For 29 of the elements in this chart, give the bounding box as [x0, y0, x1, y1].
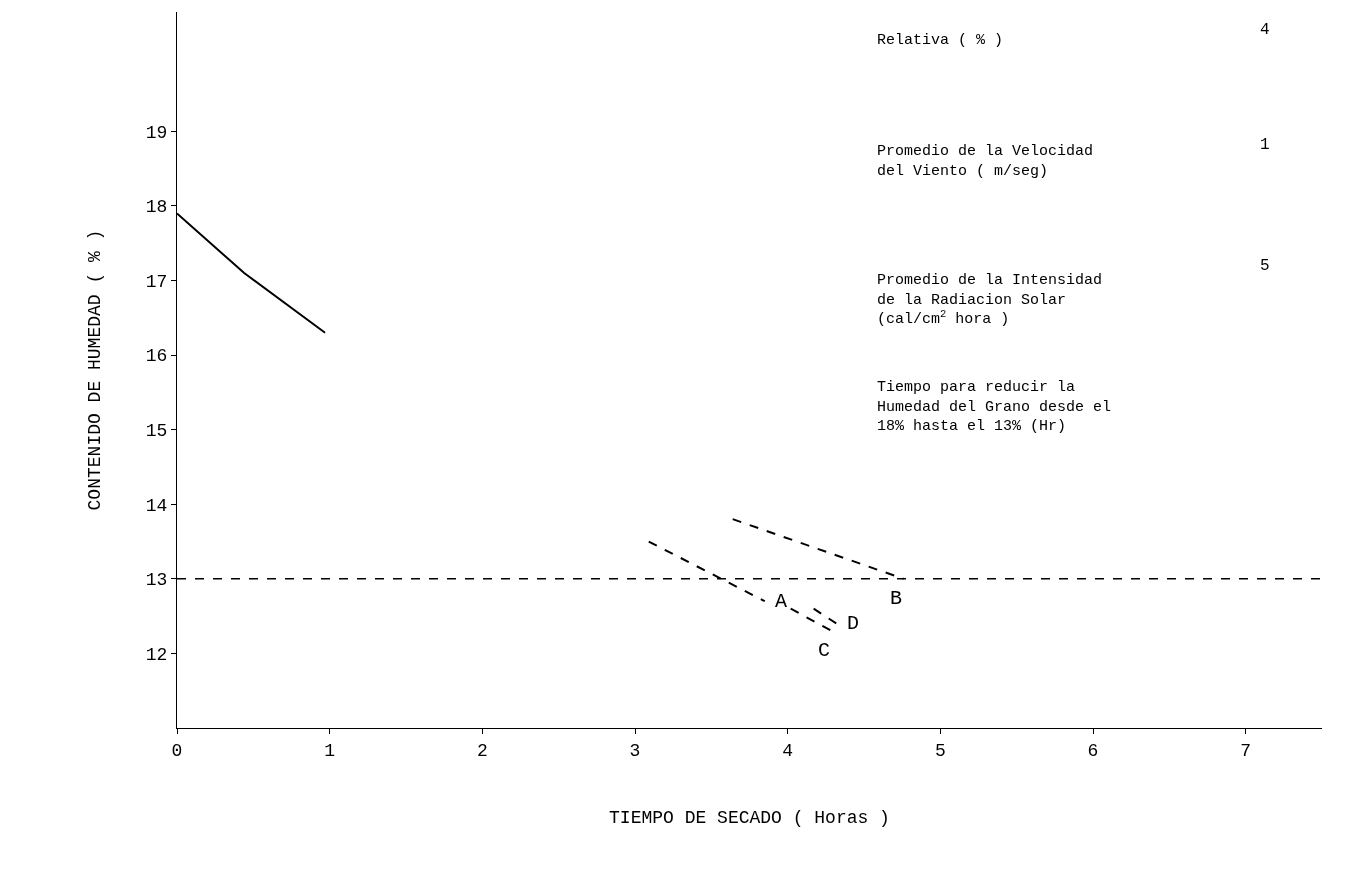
x-tick-label: 4 — [782, 740, 794, 761]
y-tick-label: 12 — [145, 644, 168, 665]
annotation: 1 — [1260, 136, 1270, 154]
series-label: B — [890, 587, 903, 610]
y-tick-label: 18 — [145, 197, 168, 218]
series-label: C — [818, 639, 831, 662]
annotation: Relativa ( % ) — [877, 32, 1004, 49]
annotation: Promedio de la Velocidad del Viento ( m/seg) — [877, 143, 1094, 180]
x-axis-title: TIEMPO DE SECADO ( Horas ) — [609, 807, 890, 828]
y-tick-label: 15 — [145, 420, 168, 441]
annotation: 5 — [1260, 257, 1270, 275]
y-tick-label: 17 — [145, 271, 168, 292]
y-tick-label: 13 — [145, 570, 168, 591]
y-tick-label: 16 — [145, 346, 168, 367]
x-tick-label: 3 — [629, 740, 641, 761]
y-axis-title: CONTENIDO DE HUMEDAD ( % ) — [84, 229, 105, 511]
series-label: A — [775, 590, 788, 613]
x-tick-label: 1 — [324, 740, 336, 761]
y-tick-label: 14 — [145, 495, 168, 516]
annotation: Promedio de la Intensidad de la Radiacion Solar (cal/cm$^{2}$ hora ) — [877, 272, 1103, 328]
x-tick-label: 5 — [934, 740, 946, 761]
x-tick-label: 2 — [476, 740, 488, 761]
y-tick-label: 19 — [145, 122, 168, 143]
annotation: 4 — [1260, 21, 1270, 39]
series-label: D — [847, 612, 860, 635]
annotation: Tiempo para reducir la Humedad del Grano desde el 18% hasta el 13% (Hr) — [877, 379, 1112, 435]
x-tick-label: 0 — [171, 740, 183, 761]
x-tick-label: 7 — [1240, 740, 1252, 761]
x-tick-label: 6 — [1087, 740, 1099, 761]
